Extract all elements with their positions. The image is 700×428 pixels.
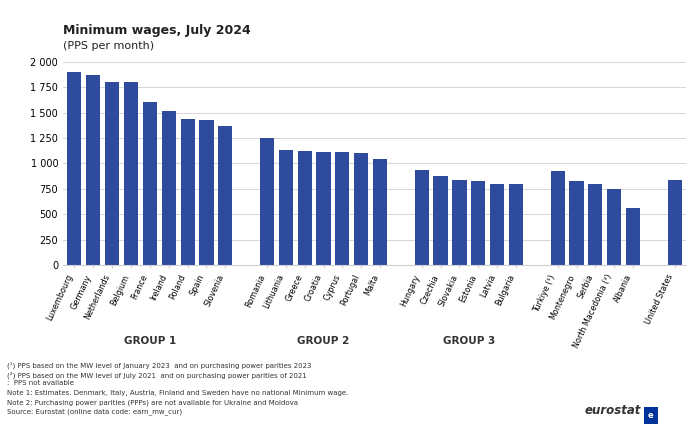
Bar <box>433 175 448 265</box>
Text: Note 2: Purchasing power parities (PPPs) are not available for Ukraine and Moldo: Note 2: Purchasing power parities (PPPs)… <box>7 399 298 406</box>
Bar <box>218 126 232 265</box>
Text: eurostat: eurostat <box>584 404 640 417</box>
Text: GROUP 1: GROUP 1 <box>124 336 176 346</box>
Text: (PPS per month): (PPS per month) <box>63 41 154 51</box>
Bar <box>279 150 293 265</box>
Bar <box>550 171 565 265</box>
Bar <box>143 102 157 265</box>
Bar <box>298 151 312 265</box>
Bar <box>414 169 429 265</box>
Bar <box>354 153 368 265</box>
Bar <box>335 152 349 265</box>
Bar <box>373 159 387 265</box>
Bar <box>588 184 603 265</box>
Bar <box>162 111 176 265</box>
Text: GROUP 3: GROUP 3 <box>443 336 495 346</box>
Text: e: e <box>648 411 654 420</box>
Bar <box>452 180 466 265</box>
Bar <box>86 75 100 265</box>
Bar <box>105 82 119 265</box>
Bar <box>199 120 213 265</box>
Bar <box>668 180 682 265</box>
Text: GROUP 2: GROUP 2 <box>298 336 350 346</box>
Bar <box>260 138 274 265</box>
Bar <box>509 184 523 265</box>
Text: (²) PPS based on the MW level of July 2021  and on purchasing power parities of : (²) PPS based on the MW level of July 20… <box>7 371 307 379</box>
Text: :  PPS not available: : PPS not available <box>7 380 74 386</box>
Bar <box>181 119 195 265</box>
Bar <box>626 208 641 265</box>
Text: Minimum wages, July 2024: Minimum wages, July 2024 <box>63 24 251 36</box>
Bar <box>67 72 81 265</box>
Bar <box>124 82 138 265</box>
Bar <box>607 189 622 265</box>
Text: (¹) PPS based on the MW level of January 2023  and on purchasing power parities : (¹) PPS based on the MW level of January… <box>7 362 312 369</box>
Text: Note 1: Estimates. Denmark, Italy, Austria, Finland and Sweden have no national : Note 1: Estimates. Denmark, Italy, Austr… <box>7 390 349 396</box>
Bar <box>471 181 485 265</box>
Text: Source: Eurostat (online data code: earn_mw_cur): Source: Eurostat (online data code: earn… <box>7 409 182 416</box>
Bar <box>316 152 330 265</box>
Bar <box>490 184 504 265</box>
Bar <box>569 181 584 265</box>
